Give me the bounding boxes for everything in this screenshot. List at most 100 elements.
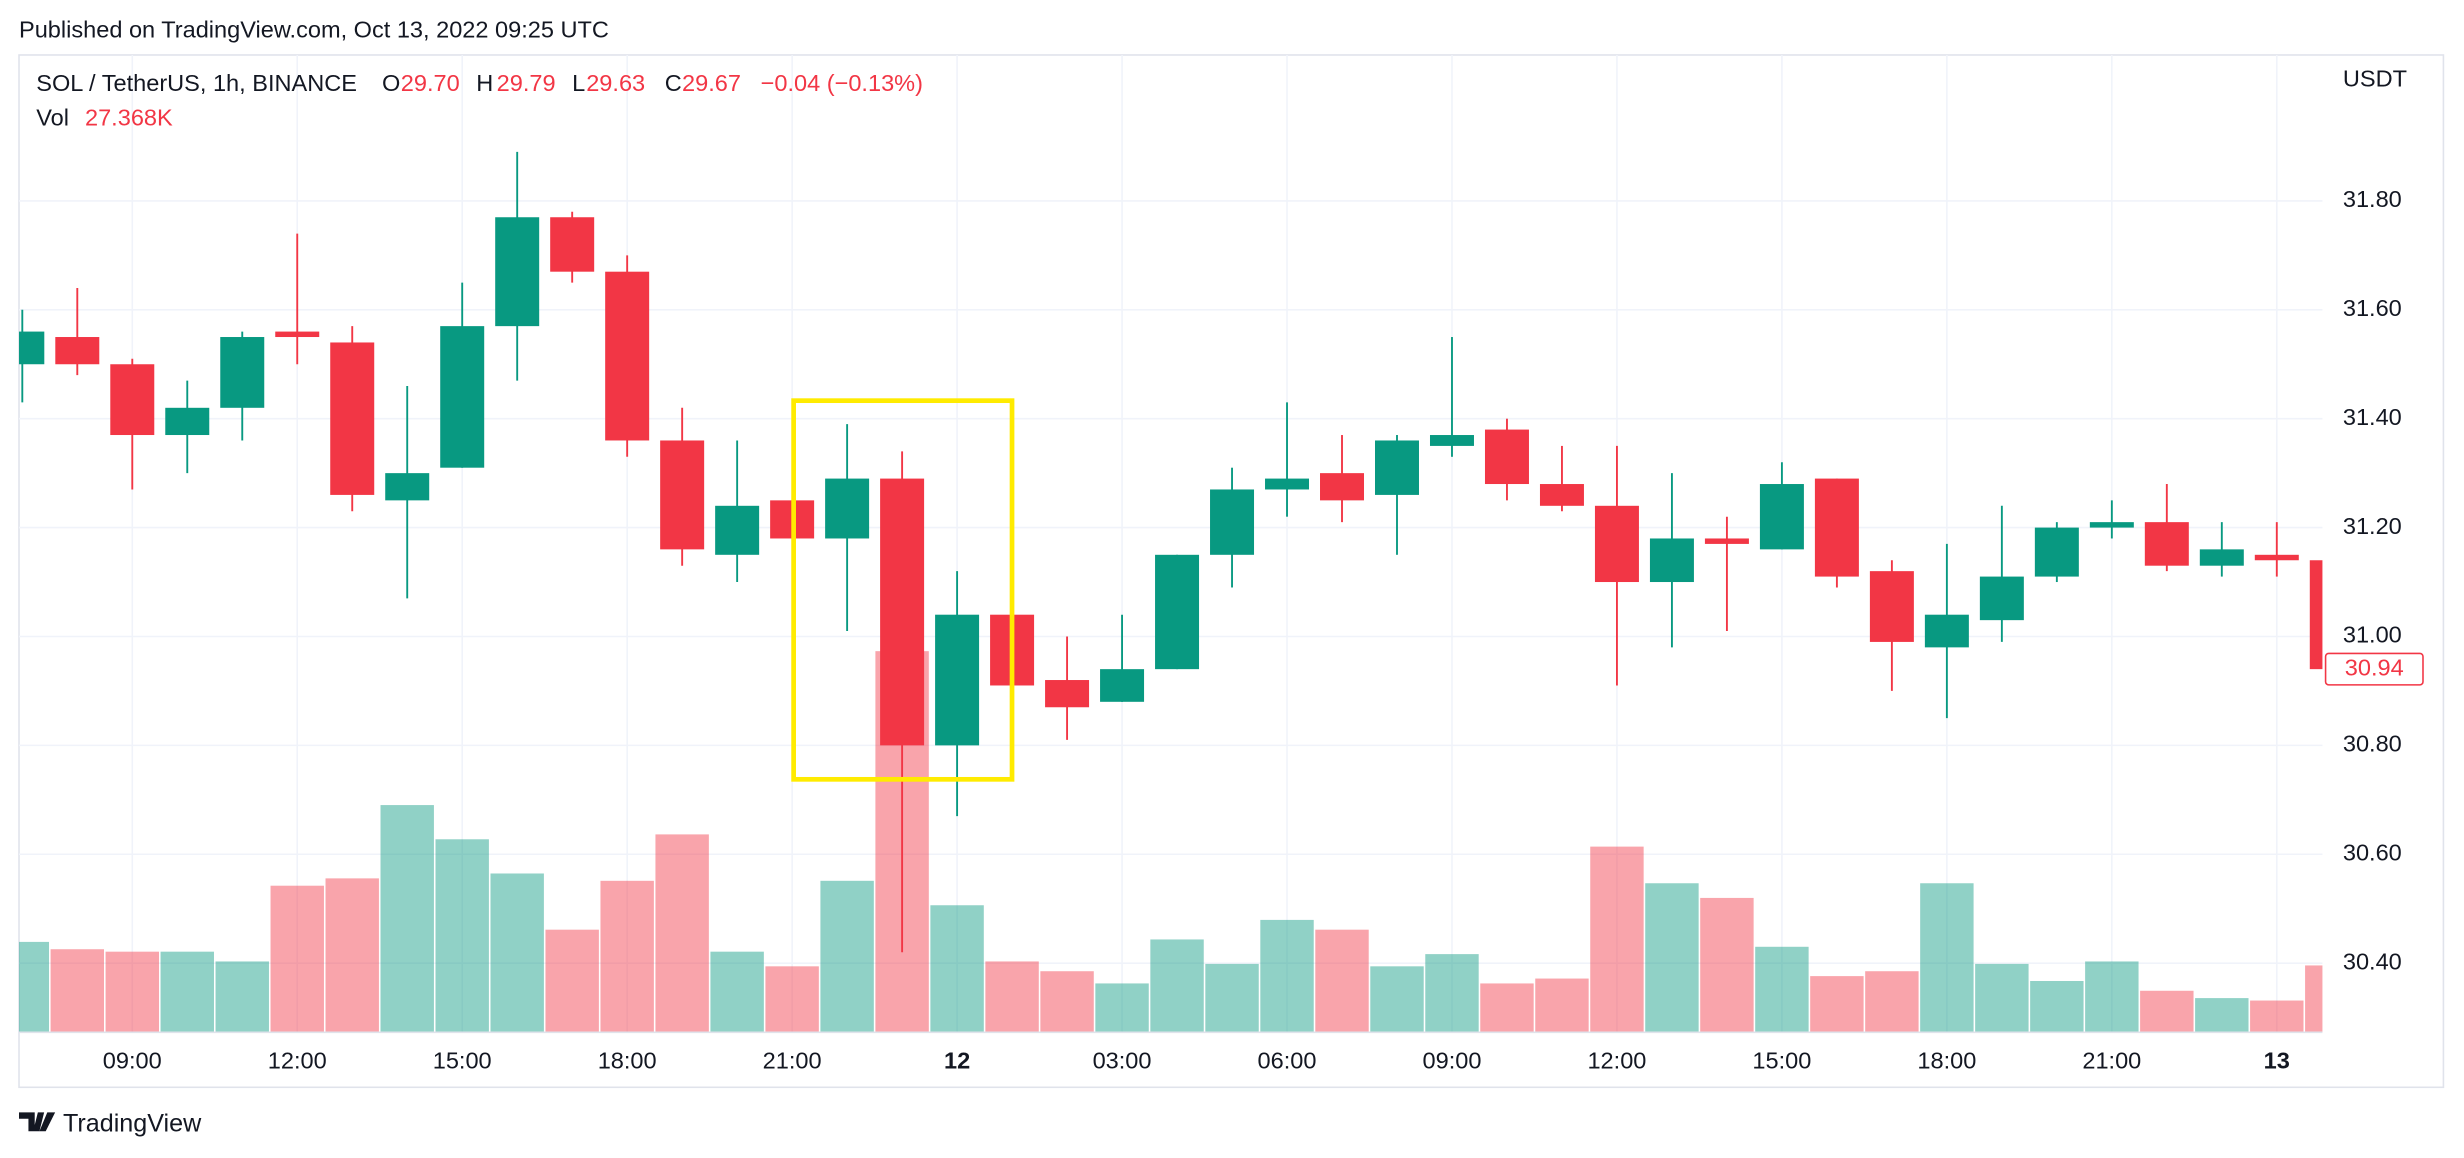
candle-body [2254, 554, 2299, 561]
volume-bar [2085, 961, 2139, 1033]
y-tick-label: 31.60 [2343, 295, 2402, 321]
volume-bar [1975, 963, 2029, 1033]
legend-value: 29.70 [401, 70, 460, 96]
volume-bar [2195, 998, 2249, 1033]
candle-body [165, 407, 210, 436]
candle-body [440, 326, 485, 468]
candle-body [1869, 571, 1914, 642]
brand-logo [19, 1112, 56, 1132]
candle-body [19, 331, 45, 365]
volume-value: 27.368K [85, 105, 173, 131]
y-tick-label: 30.60 [2343, 839, 2402, 865]
volume-bar [490, 873, 544, 1033]
candle-body [385, 473, 430, 501]
price-pane [19, 151, 2323, 953]
volume-bar [710, 951, 764, 1033]
legend-key: L [572, 70, 585, 96]
volume-bar [1425, 954, 1479, 1033]
y-tick-label: 30.40 [2343, 948, 2402, 974]
volume-bar [2305, 965, 2323, 1033]
candle-body [825, 478, 870, 539]
x-tick-label: 21:00 [2082, 1047, 2141, 1073]
candle-body [880, 478, 925, 746]
candle-body [1210, 489, 1255, 555]
volume-bar [215, 961, 269, 1033]
candle-body [1649, 538, 1694, 583]
volume-bar [985, 961, 1039, 1033]
volume-bar [19, 941, 50, 1033]
volume-bar [1590, 846, 1644, 1033]
y-tick-label: 31.80 [2343, 186, 2402, 212]
candle-body [1704, 538, 1749, 544]
candle-body [330, 342, 375, 495]
volume-bar [1535, 978, 1589, 1033]
y-tick-label: 31.40 [2343, 404, 2402, 430]
volume-bar [1150, 939, 1204, 1033]
legend-change: −0.04 (−0.13%) [761, 70, 923, 96]
volume-bar [50, 949, 105, 1033]
candle-body [550, 217, 595, 272]
volume-bar [930, 905, 984, 1033]
x-tick-label: 06:00 [1258, 1047, 1317, 1073]
volume-bar [1205, 963, 1259, 1033]
x-tick-label: 12 [944, 1047, 970, 1073]
volume-bar [820, 880, 874, 1033]
volume-bar [1480, 983, 1534, 1033]
x-tick-label: 12:00 [1587, 1047, 1646, 1073]
volume-bar [545, 929, 599, 1033]
candle-body [1539, 484, 1584, 506]
candle-body [275, 331, 320, 338]
candle-body [1429, 435, 1474, 446]
y-tick-label: 31.00 [2343, 622, 2402, 648]
volume-bar [1920, 883, 1974, 1033]
volume-bar [105, 951, 159, 1033]
volume-bar [2140, 990, 2194, 1033]
volume-bar [765, 966, 819, 1033]
candle-body [1924, 614, 1969, 648]
candle-body [935, 614, 980, 746]
volume-bar [270, 885, 324, 1033]
legend-value: 29.63 [586, 70, 645, 96]
x-tick-label: 21:00 [763, 1047, 822, 1073]
last-price-label: 30.94 [2345, 654, 2404, 680]
volume-bar [1700, 897, 1754, 1033]
candle-body [1594, 505, 1639, 583]
volume-bar [1095, 983, 1149, 1033]
volume-bar [160, 951, 214, 1033]
x-tick-label: 15:00 [1752, 1047, 1811, 1073]
volume-bar [1260, 919, 1314, 1033]
x-tick-label: 09:00 [1423, 1047, 1482, 1073]
last-price-box [2324, 652, 2424, 686]
candle-body [2199, 549, 2244, 566]
volume-bar [1645, 883, 1699, 1033]
volume-bar [1315, 929, 1369, 1033]
legend-key: H [476, 70, 493, 96]
candle-body [2089, 522, 2134, 528]
volume-bar [1040, 971, 1094, 1033]
volume-bar [1810, 976, 1864, 1033]
volume-title: Vol [36, 105, 69, 131]
volume-bar [655, 834, 709, 1033]
candle-body [1759, 484, 1804, 550]
volume-bar [1370, 966, 1424, 1033]
candle-body [1265, 478, 1310, 490]
brand: TradingView [63, 1110, 202, 1138]
chart-frame [18, 54, 2445, 1089]
candle-body [2144, 522, 2189, 566]
highlight-box [791, 398, 1015, 782]
candle-body [1979, 576, 2024, 621]
volume-bar [2250, 1000, 2304, 1033]
candle-body [1320, 473, 1365, 501]
candle-body [1100, 669, 1145, 702]
candle-body [660, 440, 705, 550]
volume-bar [325, 878, 379, 1033]
volume-bar [380, 805, 434, 1033]
volume-pane [19, 651, 2323, 1033]
legend-value: 29.67 [682, 70, 741, 96]
ohlc-legend: O 29.70 H 29.79 L 29.63 C 29.67 −0.04 (−0.13%) [382, 70, 923, 96]
x-tick-label: 03:00 [1093, 1047, 1152, 1073]
candle-body [605, 271, 650, 441]
legend-key: C [665, 70, 682, 96]
y-tick-label: 30.80 [2343, 731, 2402, 757]
